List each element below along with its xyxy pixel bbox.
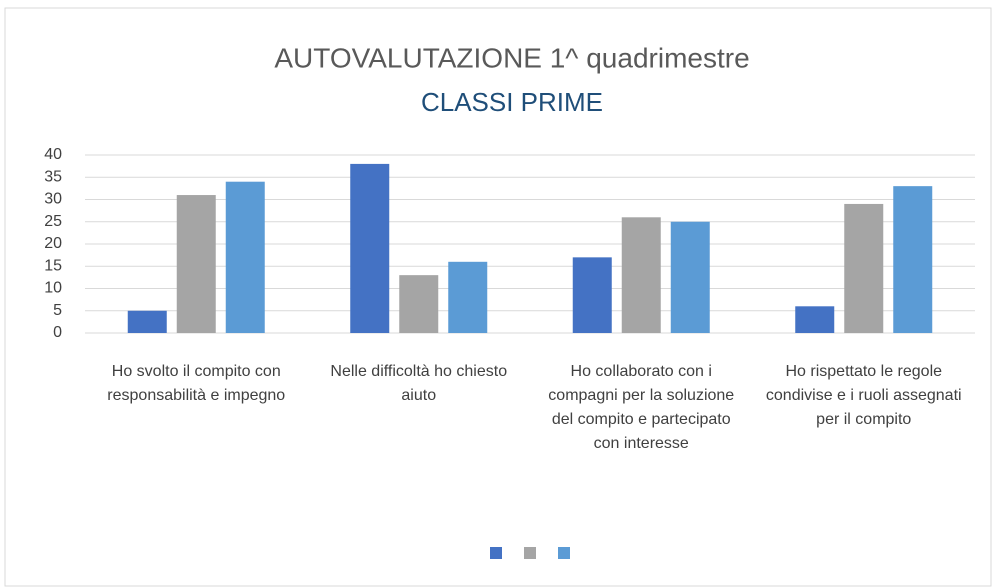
bar [225,181,265,333]
bar [399,275,439,333]
bar [621,217,661,333]
bar [572,257,612,333]
y-tick-label: 35 [44,168,62,185]
bar [844,203,884,333]
bar [670,221,710,333]
bar [893,186,933,333]
bar [448,261,488,333]
x-tick-label: Ho svolto il compito con responsabilità … [107,363,286,404]
chart-subtitle: CLASSI PRIME [421,87,603,117]
bar [350,163,390,333]
legend-swatch [558,547,570,559]
y-tick-label: 5 [53,302,62,319]
bar [127,310,167,333]
legend-swatch [524,547,536,559]
y-tick-label: 40 [44,146,62,163]
legend-swatch [490,547,502,559]
x-tick-label: Ho rispettato le regole condivise e i ru… [765,363,962,428]
chart-title: AUTOVALUTAZIONE 1^ quadrimestre [274,42,749,73]
bar [176,195,216,333]
y-tick-label: 30 [44,191,62,208]
y-tick-label: 20 [44,235,62,252]
bar [795,306,835,333]
y-tick-label: 0 [53,324,62,341]
y-tick-label: 25 [44,213,62,230]
y-tick-label: 10 [44,280,62,297]
y-tick-label: 15 [44,257,62,274]
x-tick-label: Nelle difficoltà ho chiesto aiuto [330,363,508,404]
x-tick-label: Ho collaborato con i compagni per la sol… [548,363,735,452]
chart-border [4,7,992,587]
